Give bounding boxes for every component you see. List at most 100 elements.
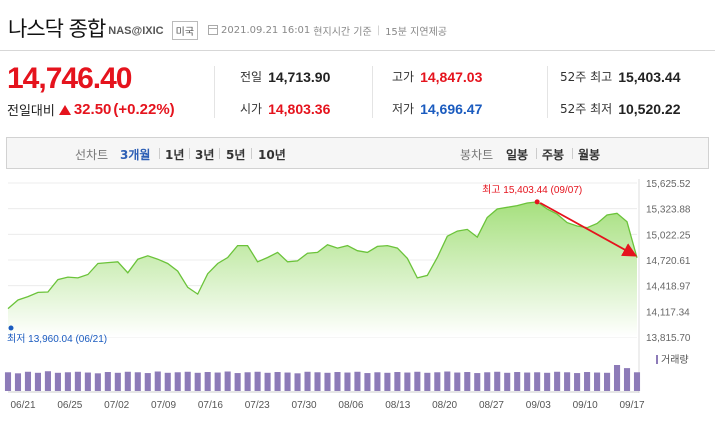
volume-bar xyxy=(464,372,471,391)
separator xyxy=(572,148,573,159)
y-tick-label: 14,720.61 xyxy=(646,256,691,267)
volume-bar xyxy=(54,372,61,391)
volume-bar xyxy=(214,372,221,391)
tab-3y[interactable]: 3년 xyxy=(195,148,215,162)
volume-bar xyxy=(34,372,41,391)
volume-bar xyxy=(594,372,601,391)
separator xyxy=(189,148,190,159)
volume-bar xyxy=(174,372,181,391)
volume-bar xyxy=(364,373,371,391)
tab-1y[interactable]: 1년 xyxy=(165,148,185,162)
volume-bar xyxy=(574,373,581,391)
x-tick-label: 09/17 xyxy=(619,400,644,411)
volume-bar xyxy=(504,372,511,391)
price-change: 전일대비 32.50 (+0.22%) xyxy=(7,100,175,119)
volume-bar xyxy=(454,372,461,391)
volume-bar xyxy=(534,372,541,391)
volume-bar xyxy=(544,372,551,391)
change-label: 전일대비 xyxy=(7,104,55,119)
tab-weekly[interactable]: 주봉 xyxy=(542,148,565,162)
volume-bar xyxy=(274,372,281,391)
tab-monthly[interactable]: 월봉 xyxy=(578,148,601,162)
volume-bar xyxy=(613,365,621,391)
volume-label: 거래량 xyxy=(661,354,689,366)
x-tick-label: 07/09 xyxy=(151,400,176,411)
calendar-icon xyxy=(208,25,219,35)
volume-bar xyxy=(604,372,611,391)
volume-bar xyxy=(134,372,141,391)
volume-bar xyxy=(444,371,451,391)
volume-bar xyxy=(44,371,51,391)
y-tick-label: 14,418.97 xyxy=(646,282,691,293)
stat-open: 시가 14,803.36 xyxy=(240,100,331,117)
x-tick-label: 08/20 xyxy=(432,400,457,411)
volume-bar xyxy=(234,373,241,391)
tab-10y[interactable]: 10년 xyxy=(258,148,286,162)
volume-bar xyxy=(434,372,441,391)
volume-bar xyxy=(414,371,421,391)
country-badge: 미국 xyxy=(171,20,199,40)
datetime: 2021.09.21 16:01 xyxy=(221,24,311,36)
volume-bar xyxy=(633,372,641,391)
volume-bar xyxy=(304,371,311,391)
y-axis-ticks: 15,625.52 15,323.88 15,022.25 14,720.61 14,4… xyxy=(646,179,691,344)
current-price: 14,746.40 xyxy=(7,62,132,95)
price-chart[interactable]: 15,625.52 15,323.88 15,022.25 14,720.61 14,4… xyxy=(0,175,715,439)
volume-bar xyxy=(474,373,481,391)
volume-bar xyxy=(4,372,12,391)
header-divider xyxy=(0,50,715,51)
volume-bar xyxy=(623,368,631,391)
volume-bar xyxy=(554,371,561,391)
x-tick-label: 06/21 xyxy=(10,400,35,411)
separator xyxy=(219,148,220,159)
volume-bar xyxy=(24,371,32,391)
volume-bar xyxy=(374,372,381,391)
x-tick-label: 08/27 xyxy=(479,400,504,411)
header: 나스닥 종합 NAS@IXIC 미국 2021.09.21 16:01 현지시간… xyxy=(8,14,447,42)
x-tick-label: 09/03 xyxy=(526,400,551,411)
stat-prev-close: 전일 14,713.90 xyxy=(240,68,331,85)
volume-bar xyxy=(64,372,71,391)
volume-bar xyxy=(494,371,501,391)
x-tick-label: 07/30 xyxy=(292,400,317,411)
low-point-marker xyxy=(8,325,14,331)
volume-bar xyxy=(514,372,521,391)
trend-arrow xyxy=(539,202,638,257)
high-point-marker xyxy=(534,199,540,205)
stat-low: 저가 14,696.47 xyxy=(392,100,483,117)
x-tick-label: 08/06 xyxy=(338,400,363,411)
volume-bar xyxy=(84,372,91,391)
volume-bar xyxy=(204,372,211,391)
candle-chart-label: 봉차트 xyxy=(460,148,494,162)
tab-daily[interactable]: 일봉 xyxy=(506,148,529,162)
stat-52w-low: 52주 최저 10,520.22 xyxy=(560,100,681,117)
x-tick-label: 08/13 xyxy=(385,400,410,411)
volume-bar xyxy=(484,372,491,391)
volume-bar xyxy=(254,371,261,391)
volume-bar xyxy=(584,372,591,391)
y-tick-label: 15,323.88 xyxy=(646,205,691,216)
stat-52w-high: 52주 최고 15,403.44 xyxy=(560,68,681,85)
volume-bar xyxy=(404,372,411,391)
volume-bar xyxy=(294,373,301,391)
x-tick-label: 09/10 xyxy=(573,400,598,411)
separator xyxy=(159,148,160,159)
index-title: 나스닥 종합 xyxy=(8,17,106,41)
volume-bar xyxy=(524,372,531,391)
volume-bar xyxy=(104,372,111,391)
volume-bar xyxy=(74,371,81,391)
change-value: 32.50 xyxy=(73,101,112,118)
divider xyxy=(214,66,215,118)
volume-bar xyxy=(334,372,341,391)
volume-bar xyxy=(14,373,22,391)
volume-bar xyxy=(164,372,171,391)
x-axis-ticks: 06/21 06/25 07/02 07/09 07/16 07/23 07/30 08/06… xyxy=(10,400,644,411)
tab-5y[interactable]: 5년 xyxy=(226,148,246,162)
volume-bar xyxy=(124,371,131,391)
volume-bar xyxy=(94,373,101,391)
divider xyxy=(547,66,548,118)
stat-high: 고가 14,847.03 xyxy=(392,68,483,85)
separator xyxy=(251,148,252,159)
tab-3m[interactable]: 3개월 xyxy=(120,148,151,162)
volume-bar xyxy=(344,372,351,391)
